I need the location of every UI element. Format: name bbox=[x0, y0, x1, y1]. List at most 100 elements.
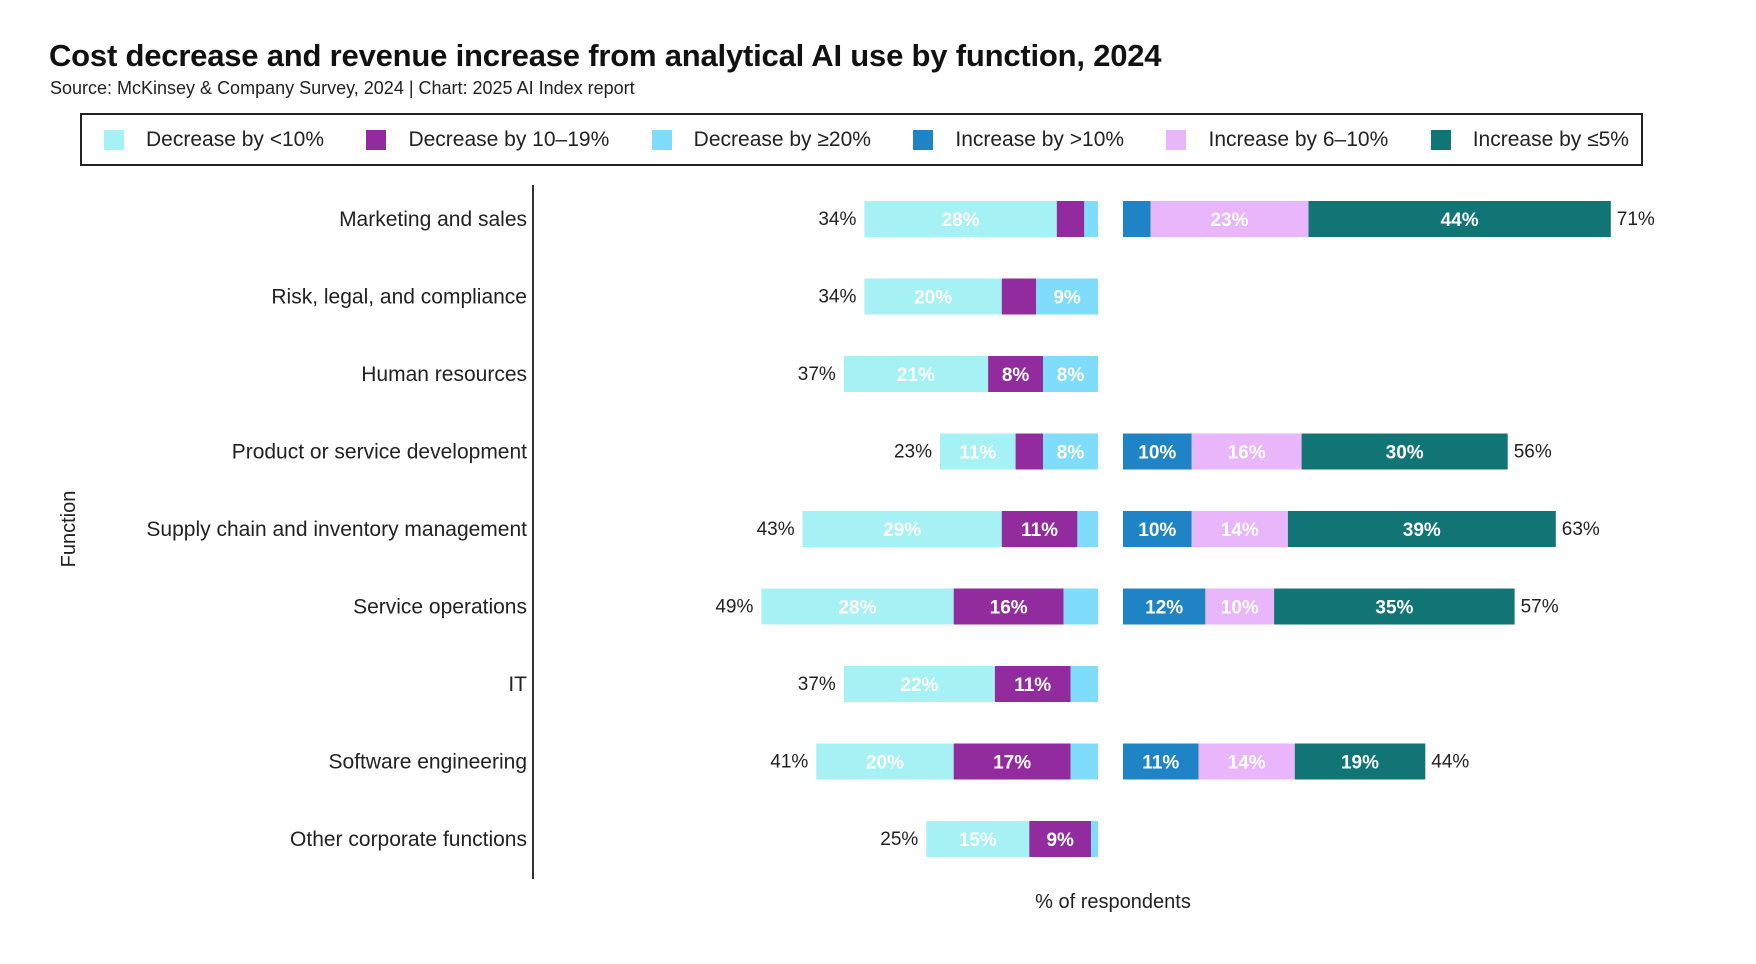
bar-increase-increase-by-5-supply-chain-and-inventory-management bbox=[1287, 511, 1556, 547]
segment-label: 14% bbox=[1228, 753, 1266, 774]
legend-item-decrease-lt10: Decrease by <10% bbox=[104, 128, 324, 152]
bar-increase-increase-by-5-service-operations bbox=[1274, 588, 1515, 625]
segment-label: 11% bbox=[959, 443, 996, 464]
bar-decrease-decrease-by-10-service-operations bbox=[761, 588, 954, 625]
legend: Decrease by <10% Decrease by 10–19% Decr… bbox=[80, 113, 1643, 166]
total-label-increase: 44% bbox=[1431, 752, 1469, 773]
bar-decrease-decrease-by-20-other-corporate-functions bbox=[1091, 821, 1098, 857]
total-label-decrease: 25% bbox=[880, 829, 918, 850]
segment-label: 14% bbox=[1221, 520, 1259, 541]
bar-increase-increase-by-6-10-marketing-and-sales bbox=[1150, 201, 1309, 237]
segment-label: 20% bbox=[914, 288, 952, 309]
bar-increase-increase-by-5-software-engineering bbox=[1294, 743, 1426, 780]
x-axis-title: % of respondents bbox=[1035, 891, 1191, 913]
bar-decrease-decrease-by-20-software-engineering bbox=[1070, 743, 1098, 780]
segment-label: 17% bbox=[993, 753, 1031, 774]
bar-decrease-decrease-by-10-19-other-corporate-functions bbox=[1029, 821, 1092, 857]
bar-decrease-decrease-by-10-19-it bbox=[994, 666, 1071, 702]
bar-decrease-decrease-by-10-19-service-operations bbox=[953, 588, 1064, 625]
segment-label: 16% bbox=[990, 598, 1028, 619]
category-label-it: IT bbox=[508, 673, 527, 696]
total-label-decrease: 37% bbox=[798, 674, 836, 695]
segment-label: 44% bbox=[1441, 210, 1479, 231]
bar-decrease-decrease-by-10-software-engineering bbox=[816, 743, 954, 780]
bar-decrease-decrease-by-20-service-operations bbox=[1063, 588, 1099, 625]
category-label-product-or-service-development: Product or service development bbox=[232, 441, 527, 464]
category-label-human-resources: Human resources bbox=[361, 363, 527, 386]
legend-swatch bbox=[651, 129, 672, 150]
bar-increase-increase-by-6-10-supply-chain-and-inventory-management bbox=[1191, 511, 1288, 547]
total-label-decrease: 49% bbox=[715, 597, 753, 618]
total-label-increase: 56% bbox=[1514, 442, 1552, 463]
bar-decrease-decrease-by-10-marketing-and-sales bbox=[864, 201, 1057, 237]
bar-decrease-decrease-by-20-product-or-service-development bbox=[1043, 433, 1098, 470]
bar-decrease-decrease-by-10-product-or-service-development bbox=[940, 433, 1016, 470]
bar-decrease-decrease-by-10-human-resources bbox=[843, 356, 989, 392]
total-label-increase: 57% bbox=[1521, 597, 1559, 618]
category-label-software-engineering: Software engineering bbox=[329, 751, 527, 774]
segment-label: 21% bbox=[897, 365, 935, 386]
segment-label: 28% bbox=[838, 598, 876, 619]
y-axis-title: Function bbox=[58, 491, 80, 568]
segment-label: 35% bbox=[1375, 598, 1413, 619]
segment-label: 8% bbox=[1057, 443, 1085, 464]
value-labels: 28% 34% 23% 44% 71% 20% 9% 34% 21% 8% 8% 37% 11% 8% 23… bbox=[715, 209, 1655, 851]
bar-decrease-decrease-by-10-supply-chain-and-inventory-management bbox=[802, 511, 1002, 547]
legend-label: Decrease by <10% bbox=[146, 127, 325, 151]
legend-item-increase-gt10: Increase by >10% bbox=[913, 128, 1124, 152]
total-label-decrease: 43% bbox=[757, 519, 795, 540]
legend-swatch bbox=[366, 129, 387, 150]
bar-decrease-decrease-by-20-it bbox=[1070, 666, 1098, 702]
bar-decrease-decrease-by-10-other-corporate-functions bbox=[926, 821, 1030, 857]
bar-increase-increase-by-5-product-or-service-development bbox=[1301, 433, 1508, 470]
category-label-service-operations: Service operations bbox=[353, 596, 527, 619]
category-label-marketing-and-sales: Marketing and sales bbox=[339, 208, 527, 231]
bar-decrease-decrease-by-10-it bbox=[843, 666, 995, 702]
bar-decrease-decrease-by-10-19-risk-legal-and-compliance bbox=[1001, 278, 1037, 315]
bar-decrease-decrease-by-20-supply-chain-and-inventory-management bbox=[1077, 511, 1098, 547]
total-label-decrease: 41% bbox=[770, 752, 808, 773]
bar-decrease-decrease-by-10-19-marketing-and-sales bbox=[1056, 201, 1085, 237]
bar-increase-increase-by-10-marketing-and-sales bbox=[1123, 201, 1151, 237]
segment-label: 29% bbox=[883, 520, 921, 541]
segment-label: 11% bbox=[1014, 675, 1051, 696]
segment-label: 9% bbox=[1046, 830, 1074, 851]
segment-label: 30% bbox=[1386, 443, 1424, 464]
bar-increase-increase-by-10-supply-chain-and-inventory-management bbox=[1123, 511, 1192, 547]
bar-increase-increase-by-5-marketing-and-sales bbox=[1308, 201, 1611, 237]
segment-label: 8% bbox=[1057, 365, 1085, 386]
legend-label: Increase by 6–10% bbox=[1208, 127, 1389, 151]
legend-swatch bbox=[1166, 129, 1187, 150]
legend-swatch bbox=[913, 129, 934, 150]
segment-label: 23% bbox=[1210, 210, 1248, 231]
segment-label: 19% bbox=[1341, 753, 1379, 774]
segment-label: 28% bbox=[942, 210, 980, 231]
segment-label: 11% bbox=[1021, 520, 1058, 541]
category-label-supply-chain-and-inventory-management: Supply chain and inventory management bbox=[146, 518, 527, 541]
bars bbox=[761, 201, 1611, 857]
bar-increase-increase-by-10-software-engineering bbox=[1123, 743, 1199, 780]
segment-label: 8% bbox=[1002, 365, 1030, 386]
segment-label: 10% bbox=[1221, 598, 1259, 619]
segment-label: 10% bbox=[1138, 443, 1176, 464]
bar-decrease-decrease-by-10-19-software-engineering bbox=[953, 743, 1071, 780]
legend-label: Decrease by ≥20% bbox=[693, 127, 871, 151]
bar-decrease-decrease-by-10-19-supply-chain-and-inventory-management bbox=[1001, 511, 1078, 547]
bar-decrease-decrease-by-10-19-human-resources bbox=[988, 356, 1044, 392]
legend-item-increase-lte5: Increase by ≤5% bbox=[1430, 128, 1629, 152]
segment-label: 22% bbox=[900, 675, 938, 696]
bar-increase-increase-by-6-10-product-or-service-development bbox=[1191, 433, 1302, 470]
total-label-increase: 63% bbox=[1562, 519, 1600, 540]
bar-increase-increase-by-10-product-or-service-development bbox=[1123, 433, 1192, 470]
bar-decrease-decrease-by-10-19-product-or-service-development bbox=[1015, 433, 1044, 470]
total-label-decrease: 23% bbox=[894, 442, 932, 463]
bar-decrease-decrease-by-10-risk-legal-and-compliance bbox=[864, 278, 1002, 315]
segment-label: 15% bbox=[959, 830, 997, 851]
segment-label: 10% bbox=[1138, 520, 1176, 541]
segment-label: 20% bbox=[866, 753, 904, 774]
category-label-risk-legal-and-compliance: Risk, legal, and compliance bbox=[271, 286, 527, 309]
legend-item-decrease-10-19: Decrease by 10–19% bbox=[366, 128, 609, 152]
category-label-other-corporate-functions: Other corporate functions bbox=[290, 828, 527, 851]
segment-label: 16% bbox=[1228, 443, 1266, 464]
